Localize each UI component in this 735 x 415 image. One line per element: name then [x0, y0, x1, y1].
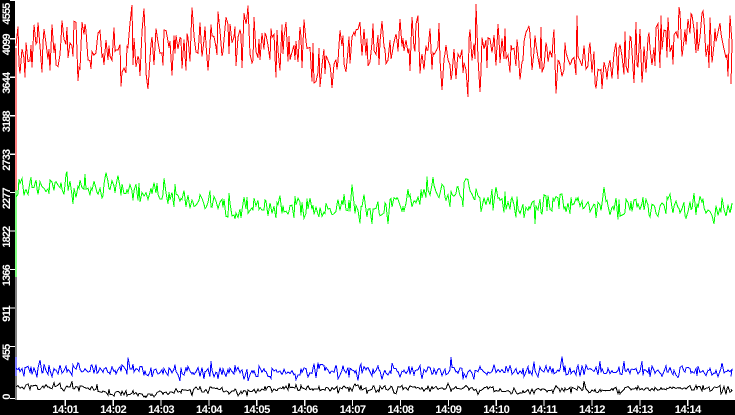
svg-text:14:02: 14:02: [100, 404, 126, 415]
svg-text:1822: 1822: [1, 226, 13, 248]
svg-text:14:14: 14:14: [675, 404, 702, 415]
svg-text:14:12: 14:12: [579, 404, 605, 415]
svg-text:2733: 2733: [1, 149, 13, 171]
svg-text:4099: 4099: [1, 34, 13, 56]
svg-text:4555: 4555: [1, 3, 13, 25]
svg-text:3644: 3644: [1, 71, 13, 94]
svg-text:2277: 2277: [1, 187, 13, 209]
svg-text:1366: 1366: [1, 264, 13, 286]
svg-text:14:13: 14:13: [627, 404, 653, 415]
svg-text:14:04: 14:04: [196, 404, 223, 415]
svg-text:14:01: 14:01: [52, 404, 78, 415]
svg-text:14:07: 14:07: [340, 404, 366, 415]
svg-text:3188: 3188: [1, 111, 13, 133]
svg-text:0: 0: [1, 394, 13, 400]
svg-text:14:05: 14:05: [244, 404, 270, 415]
svg-text:14:09: 14:09: [435, 404, 461, 415]
svg-text:911: 911: [1, 305, 13, 321]
svg-text:14:11: 14:11: [531, 404, 557, 415]
svg-text:14:06: 14:06: [292, 404, 318, 415]
svg-text:455: 455: [1, 344, 13, 360]
svg-text:14:10: 14:10: [483, 404, 509, 415]
svg-text:14:03: 14:03: [148, 404, 174, 415]
svg-text:14:08: 14:08: [387, 404, 413, 415]
